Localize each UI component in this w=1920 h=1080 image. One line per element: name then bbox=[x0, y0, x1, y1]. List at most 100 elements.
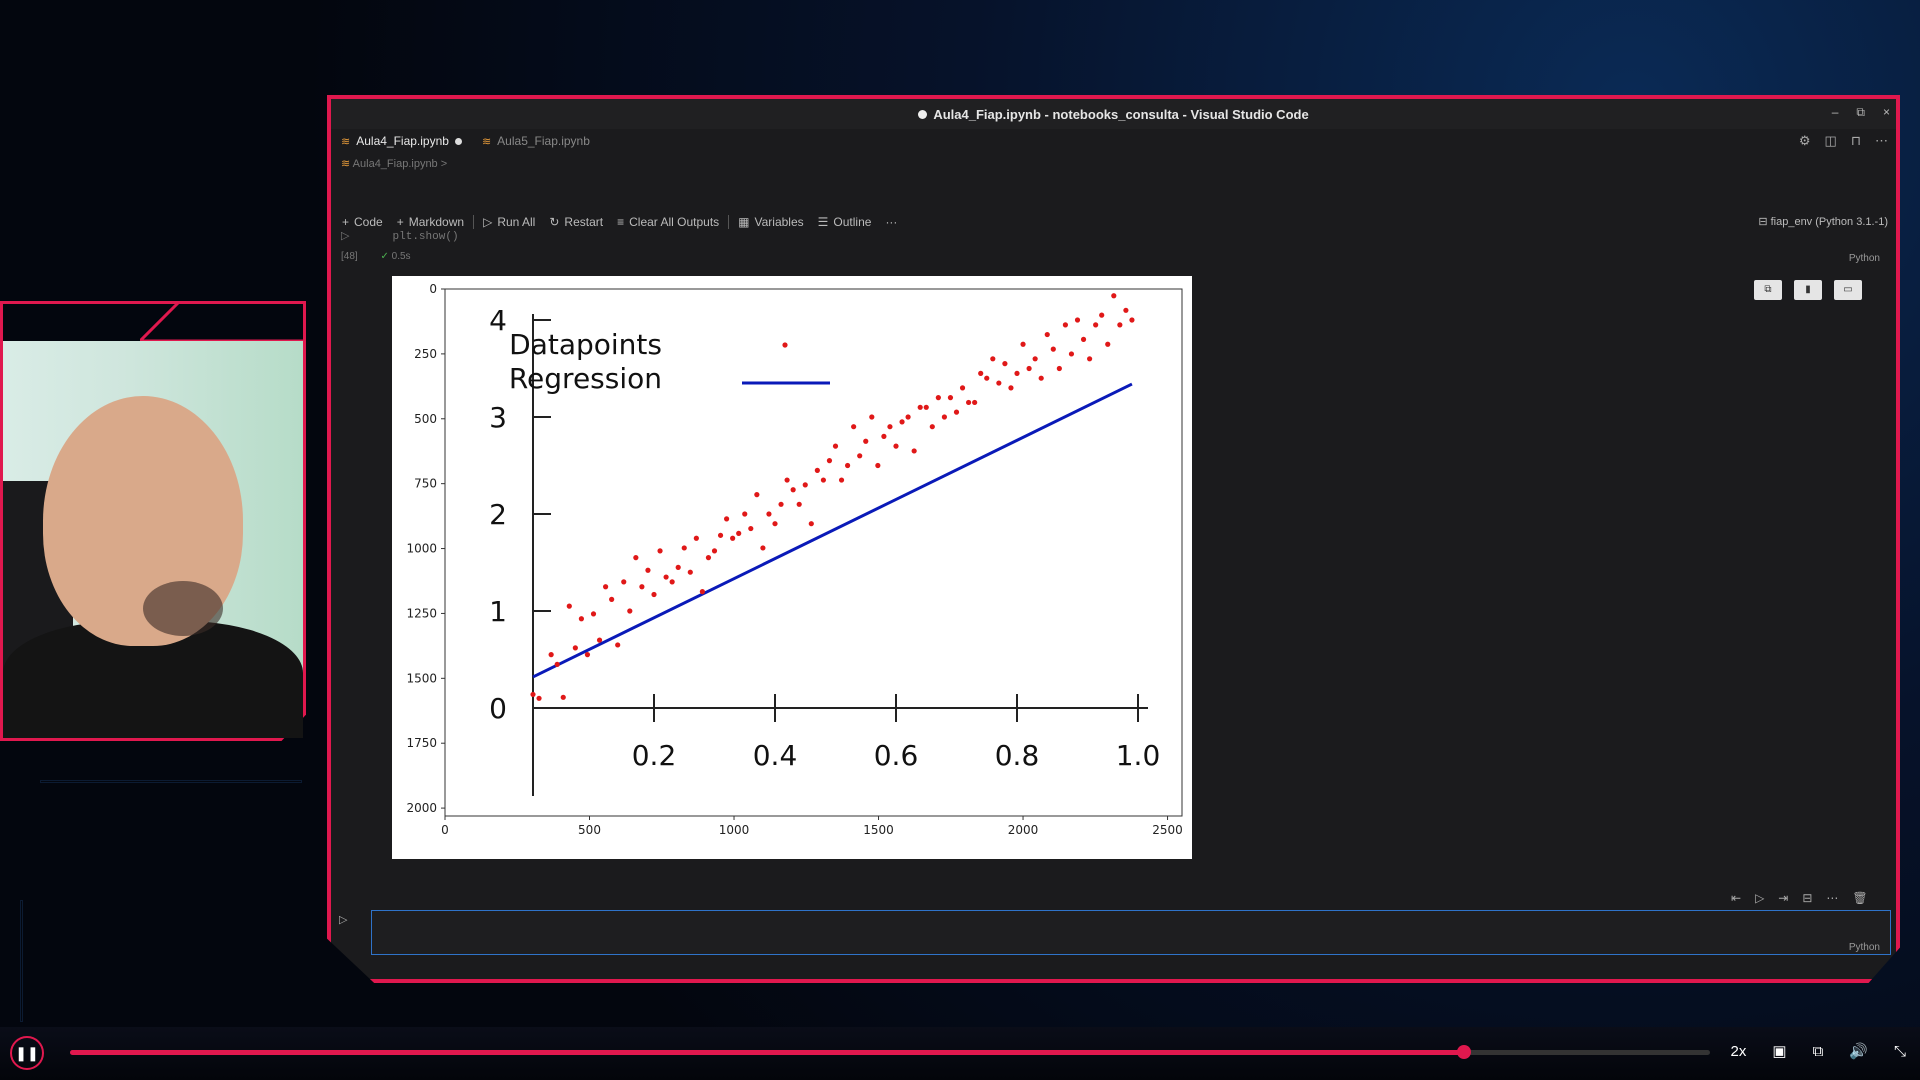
add-markdown-button[interactable]: + Markdown bbox=[390, 215, 471, 229]
fullscreen-icon[interactable]: ⤡ bbox=[1893, 1042, 1906, 1060]
add-code-button[interactable]: + Code bbox=[335, 215, 390, 229]
datapoint bbox=[1117, 322, 1123, 328]
seek-handle[interactable] bbox=[1457, 1045, 1471, 1059]
new-cell-language[interactable]: Python bbox=[1848, 942, 1880, 953]
restart-button[interactable]: ↻ Restart bbox=[542, 215, 610, 229]
datapoint bbox=[838, 477, 845, 483]
check-icon: ✓ bbox=[380, 251, 389, 262]
minimize-button[interactable]: – bbox=[1831, 105, 1839, 119]
datapoint bbox=[1038, 375, 1044, 381]
modified-dot-icon[interactable] bbox=[454, 137, 462, 145]
copy-output-icon[interactable]: ⧉ bbox=[1754, 280, 1782, 300]
datapoint bbox=[596, 637, 603, 643]
datapoint bbox=[845, 462, 851, 469]
close-button[interactable]: × bbox=[1882, 105, 1890, 119]
chart-view-icon[interactable]: ▮ bbox=[1794, 280, 1822, 300]
datapoint bbox=[590, 611, 597, 617]
lock-icon[interactable]: ⊓ bbox=[1850, 133, 1861, 148]
run-all-button[interactable]: ▷ Run All bbox=[476, 215, 542, 229]
datapoint bbox=[869, 414, 875, 420]
save-output-icon[interactable]: ▭ bbox=[1834, 280, 1862, 300]
split-cell-icon[interactable]: ⊟ bbox=[1802, 891, 1813, 905]
notebook-icon: ≋ bbox=[481, 135, 492, 148]
datapoint bbox=[560, 694, 566, 700]
datapoint bbox=[699, 589, 705, 595]
volume-icon[interactable]: 🔊 bbox=[1849, 1043, 1868, 1060]
webcam-tab-decor bbox=[140, 301, 306, 341]
kernel-picker[interactable]: ⊟ fiap_env (Python 3.1.-1) bbox=[1758, 215, 1888, 228]
breadcrumb-label: Aula4_Fiap.ipynb > bbox=[352, 158, 448, 170]
restore-button[interactable]: ⧉ bbox=[1856, 105, 1865, 119]
restart-label: Restart bbox=[564, 215, 604, 229]
variables-button[interactable]: ▦ Variables bbox=[731, 215, 810, 229]
datapoint bbox=[615, 642, 621, 648]
datapoint bbox=[784, 477, 790, 483]
more-actions-icon[interactable]: ⋯ bbox=[1875, 133, 1888, 148]
seek-bar[interactable] bbox=[70, 1045, 1710, 1059]
player-controls: 2x ▣ ⧉ 🔊 ⤡ bbox=[1730, 1042, 1906, 1061]
datapoint bbox=[657, 548, 663, 554]
window-title: Aula4_Fiap.ipynb - notebooks_consulta - … bbox=[933, 106, 1309, 122]
delete-icon[interactable]: 🗑 bbox=[1852, 891, 1868, 905]
outline-button[interactable]: ☰ Outline bbox=[811, 215, 879, 229]
datapoint bbox=[851, 424, 857, 430]
clear-icon: ≡ bbox=[617, 215, 625, 229]
notebook-toolbar: + Code + Markdown ▷ Run All ↻ Restart ≡ Clear… bbox=[335, 211, 1896, 233]
datapoint bbox=[1050, 346, 1056, 352]
pause-button[interactable]: ❚❚ bbox=[10, 1036, 44, 1070]
datapoint bbox=[917, 404, 923, 410]
run-below-icon[interactable]: ⇥ bbox=[1778, 891, 1789, 905]
datapoint bbox=[639, 584, 645, 590]
empty-code-cell[interactable] bbox=[371, 910, 1891, 955]
plot-output: 0 500 1000 1500 2000 2500 0 250 500 750 1000 1250 15… bbox=[392, 276, 1192, 859]
datapoint bbox=[887, 424, 893, 430]
speed-button[interactable]: 2x bbox=[1730, 1042, 1747, 1060]
datapoint bbox=[820, 477, 826, 483]
inner-x-tick-label: 0.2 bbox=[632, 739, 677, 772]
webcam-video bbox=[3, 341, 303, 738]
datapoint bbox=[681, 545, 687, 551]
more-icon[interactable]: ⋯ bbox=[1826, 891, 1839, 905]
inner-y-tick-label: 2 bbox=[489, 498, 507, 531]
cell-code[interactable]: ▷ plt.show() bbox=[341, 229, 459, 243]
tab-aula4[interactable]: ≋ Aula4_Fiap.ipynb bbox=[331, 129, 472, 153]
pip-icon[interactable]: ⧉ bbox=[1812, 1042, 1824, 1060]
datapoint bbox=[832, 443, 839, 449]
datapoint bbox=[766, 511, 772, 517]
cell-language[interactable]: Python bbox=[1848, 253, 1880, 264]
seek-progress bbox=[70, 1050, 1464, 1055]
add-code-label: Code bbox=[354, 215, 383, 229]
legend-marker-datapoints bbox=[782, 342, 788, 348]
captions-icon[interactable]: ▣ bbox=[1772, 1043, 1787, 1060]
datapoint bbox=[748, 525, 754, 532]
outer-x-tick-label: 1000 bbox=[719, 823, 750, 837]
outer-axes-frame bbox=[444, 288, 1183, 817]
more-button[interactable]: ··· bbox=[878, 215, 904, 229]
decor-line bbox=[40, 780, 302, 783]
regression-line bbox=[532, 382, 1133, 679]
run-cell-icon[interactable]: ▷ bbox=[1755, 891, 1765, 905]
legend-label-datapoints: Datapoints bbox=[509, 328, 662, 361]
datapoint bbox=[808, 521, 814, 527]
outer-x-tick-label: 1500 bbox=[863, 823, 894, 837]
run-new-cell-button[interactable]: ▷ bbox=[339, 914, 348, 926]
tab-aula5[interactable]: ≋ Aula5_Fiap.ipynb bbox=[472, 129, 600, 153]
datapoint bbox=[905, 414, 911, 420]
run-above-icon[interactable]: ⇤ bbox=[1731, 891, 1742, 905]
split-editor-icon[interactable]: ◫ bbox=[1824, 133, 1837, 148]
datapoint bbox=[675, 564, 681, 570]
breadcrumb[interactable]: ≋ Aula4_Fiap.ipynb > bbox=[341, 157, 447, 170]
datapoint bbox=[953, 409, 960, 415]
datapoint bbox=[1123, 307, 1129, 313]
clear-outputs-button[interactable]: ≡ Clear All Outputs bbox=[610, 215, 726, 229]
outer-x-tick-label: 0 bbox=[441, 823, 449, 837]
variables-label: Variables bbox=[754, 215, 804, 229]
datapoint bbox=[935, 395, 941, 401]
run-cell-icon[interactable]: ▷ bbox=[341, 230, 350, 242]
datapoint bbox=[1105, 341, 1111, 347]
datapoint bbox=[760, 545, 766, 551]
gear-icon[interactable]: ⚙ bbox=[1798, 133, 1811, 148]
inner-x-tick-label: 0.8 bbox=[995, 739, 1040, 772]
datapoint bbox=[990, 356, 996, 362]
datapoint bbox=[548, 652, 554, 658]
